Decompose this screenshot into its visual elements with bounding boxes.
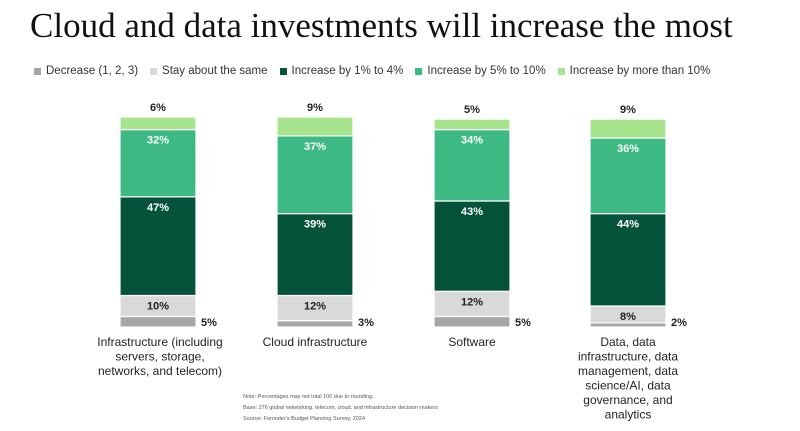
legend-label-decrease: Decrease (1, 2, 3): [46, 65, 139, 77]
legend-item-increase-more-10: Increase by more than 10%: [557, 65, 711, 77]
category-label: governance, and: [583, 393, 672, 407]
category-label: servers, storage,: [115, 350, 204, 364]
legend-label-increase-5-10: Increase by 5% to 10%: [427, 65, 546, 77]
legend: Decrease (1, 2, 3) Stay about the same I…: [34, 63, 710, 79]
legend-swatch-increase-more-10: [557, 67, 565, 75]
footnote-base: Base: 276 global networking, telecom, cl…: [243, 405, 439, 411]
bar-segment-decrease: [589, 322, 667, 328]
bar-segment-increase-more-10: [276, 116, 354, 137]
bar-segment-increase-1-4: [589, 213, 667, 307]
legend-item-increase-1-4: Increase by 1% to 4%: [279, 65, 404, 77]
data-label-increase-1-4: 47%: [147, 202, 169, 214]
legend-swatch-decrease: [34, 67, 41, 75]
bar-segment-increase-more-10: [589, 118, 667, 139]
data-label-increase-more-10: 9%: [620, 104, 636, 116]
bar-segment-decrease: [276, 320, 354, 328]
data-label-decrease: 2%: [671, 317, 687, 329]
bar-segment-increase-5-10: [119, 129, 197, 198]
bar-segment-increase-more-10: [119, 116, 197, 131]
data-label-decrease: 3%: [358, 317, 374, 329]
data-label-stay-same: 8%: [620, 311, 636, 323]
legend-swatch-increase-1-4: [279, 67, 287, 75]
legend-item-decrease: Decrease (1, 2, 3): [34, 65, 138, 77]
category-label: networks, and telecom): [98, 364, 222, 378]
category-label: Infrastructure (including: [97, 335, 222, 349]
data-label-increase-more-10: 9%: [307, 102, 323, 114]
chart-title: Cloud and data investments will increase…: [30, 6, 733, 45]
legend-label-increase-more-10: Increase by more than 10%: [569, 65, 711, 77]
legend-item-stay-same: Stay about the same: [150, 65, 268, 77]
legend-label-increase-1-4: Increase by 1% to 4%: [291, 65, 404, 77]
data-label-increase-1-4: 43%: [461, 206, 483, 218]
data-label-increase-5-10: 36%: [617, 143, 639, 155]
data-label-increase-more-10: 5%: [464, 104, 480, 116]
category-label: analytics: [605, 408, 652, 422]
legend-swatch-stay-same: [150, 67, 158, 75]
bar-segment-decrease: [119, 315, 197, 328]
data-label-increase-more-10: 6%: [150, 102, 166, 114]
data-label-stay-same: 12%: [461, 296, 483, 308]
bar-segment-increase-5-10: [589, 137, 667, 215]
category-label: Data, data: [600, 335, 656, 349]
data-label-increase-1-4: 44%: [617, 219, 639, 231]
category-label: Software: [448, 335, 496, 349]
bar-segment-stay-same: [276, 294, 354, 322]
category-label: science/AI, data: [585, 379, 671, 393]
bar-segment-increase-1-4: [119, 196, 197, 297]
bar-segment-stay-same: [433, 290, 511, 318]
data-label-stay-same: 12%: [304, 301, 326, 313]
category-label: infrastructure, data: [578, 350, 678, 364]
bar-segment-increase-more-10: [433, 118, 511, 131]
legend-item-increase-5-10: Increase by 5% to 10%: [415, 65, 546, 77]
data-label-increase-5-10: 32%: [147, 135, 169, 147]
bar-segment-decrease: [433, 315, 511, 328]
data-label-increase-1-4: 39%: [304, 219, 326, 231]
data-label-increase-5-10: 34%: [461, 135, 483, 147]
bar-segment-increase-5-10: [433, 129, 511, 202]
data-label-decrease: 5%: [201, 317, 217, 329]
category-label: management, data: [578, 364, 678, 378]
data-label-decrease: 5%: [515, 317, 531, 329]
footnote-source: Source: Forrester's Budget Planning Surv…: [243, 416, 366, 422]
data-label-increase-5-10: 37%: [304, 141, 326, 153]
bar-segment-increase-1-4: [276, 213, 354, 297]
bar-segment-increase-5-10: [276, 135, 354, 215]
legend-swatch-increase-5-10: [415, 67, 423, 75]
footnote-note: Note: Percentages may not total 100 due …: [243, 394, 374, 400]
data-label-stay-same: 10%: [147, 301, 169, 313]
legend-label-stay-same: Stay about the same: [162, 65, 268, 77]
category-label: Cloud infrastructure: [263, 335, 368, 349]
